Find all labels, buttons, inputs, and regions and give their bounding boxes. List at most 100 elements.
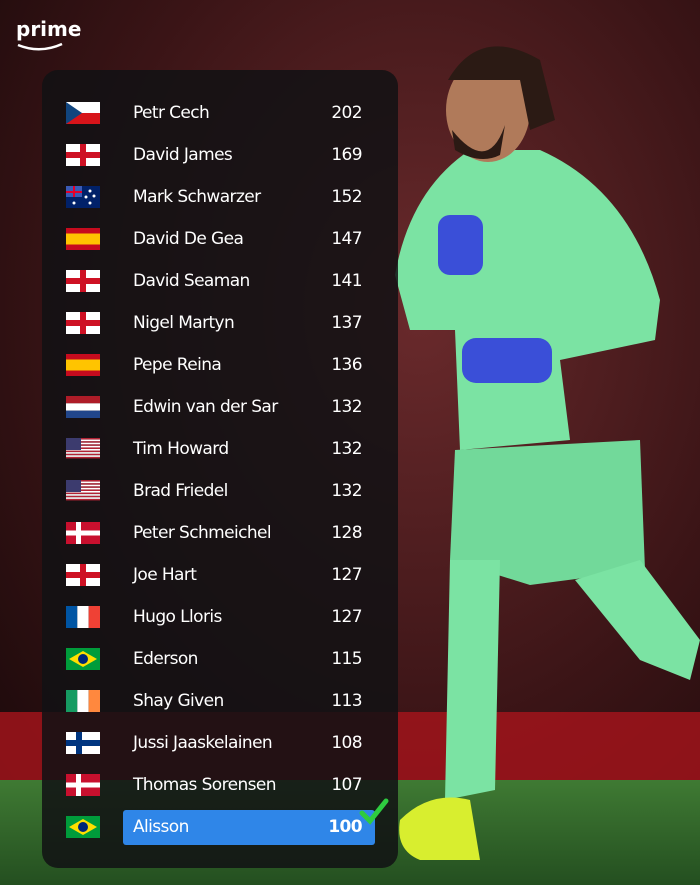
flag-part [66, 498, 100, 501]
flag [66, 102, 100, 124]
flag [66, 564, 100, 586]
flag-part [66, 113, 100, 124]
ranking-row: Shay Given 113 [66, 690, 363, 712]
ranking-row: Pepe Reina 136 [66, 354, 363, 376]
player-name: Tim Howard [132, 439, 229, 459]
flag-part [66, 690, 78, 712]
flag [66, 774, 100, 796]
flag [66, 522, 100, 544]
flag-part [77, 606, 89, 628]
player [395, 46, 700, 860]
flag [66, 690, 100, 712]
clean-sheets: 137 [331, 313, 362, 333]
player-name: Nigel Martyn [133, 313, 234, 333]
flag-part [66, 606, 78, 628]
ranking-row: Petr Cech 202 [66, 102, 363, 124]
ranking-panel [42, 70, 398, 868]
flag-part [92, 194, 96, 198]
flag-part [66, 453, 100, 456]
flag [66, 312, 100, 334]
flag-part [88, 606, 100, 628]
flag [66, 354, 100, 376]
player-name: David James [133, 145, 233, 165]
brand-smile [17, 42, 63, 51]
flag-part [66, 441, 100, 443]
player-name: David De Gea [133, 229, 243, 249]
flag-part [66, 403, 100, 411]
flag-part [66, 450, 100, 453]
clean-sheets: 202 [331, 103, 362, 123]
flag [66, 606, 100, 628]
flag-part [78, 654, 88, 664]
flag-part [66, 497, 100, 499]
flag-part [77, 690, 89, 712]
flag [66, 816, 100, 838]
clean-sheets: 127 [331, 565, 362, 585]
ranking-row: Alisson 100 [66, 798, 389, 845]
player-name: Ederson [133, 649, 198, 669]
flag-part [66, 486, 100, 488]
flag-part [66, 483, 100, 485]
flag-part [66, 481, 100, 484]
clean-sheets: 128 [331, 523, 362, 543]
flag-part [66, 489, 100, 491]
flag-part [66, 530, 100, 536]
flag-part [66, 438, 100, 440]
flag-part [66, 320, 100, 326]
ranking-row: Joe Hart 127 [66, 564, 363, 586]
player-name: Brad Friedel [133, 481, 228, 501]
clean-sheets: 152 [331, 187, 362, 207]
flag-part [66, 487, 100, 490]
ranking-row: Mark Schwarzer 152 [66, 186, 363, 208]
flag-part [66, 484, 100, 487]
flag-part [88, 690, 100, 712]
player-name: David Seaman [133, 271, 250, 291]
flag-part [66, 102, 82, 124]
flag-part [72, 201, 76, 205]
player-name: Alisson [133, 817, 189, 837]
ranking-list: Petr Cech 202 David James 169 Mark Schwarzer… [66, 102, 389, 845]
flag-part [66, 740, 100, 746]
flag-part [66, 191, 82, 193]
flag [66, 396, 100, 418]
flag-part [66, 152, 100, 158]
clean-sheets: 132 [331, 481, 362, 501]
flag-part [66, 396, 100, 404]
clean-sheets: 115 [331, 649, 362, 669]
flag-part [66, 480, 81, 492]
flag-part [66, 445, 100, 448]
player-name: Joe Hart [132, 565, 197, 585]
clean-sheets: 113 [331, 691, 362, 711]
highlight-bar [123, 810, 375, 845]
ranking-row: Thomas Sorensen 107 [66, 774, 363, 796]
ranking-row: Brad Friedel 132 [66, 480, 363, 501]
flag [66, 732, 100, 754]
clean-sheets: 127 [331, 607, 362, 627]
flag-part [66, 410, 100, 418]
flag [66, 648, 100, 670]
ranking-row: Tim Howard 132 [66, 438, 363, 459]
player-name: Petr Cech [133, 103, 209, 123]
clean-sheets: 107 [331, 775, 362, 795]
flag [66, 270, 100, 292]
ranking-row: Edwin van der Sar 132 [66, 396, 363, 418]
flag-part [66, 495, 100, 498]
flag-part [66, 444, 100, 446]
clean-sheets: 147 [331, 229, 362, 249]
ranking-row: Ederson 115 [66, 648, 363, 670]
flag-part [88, 201, 92, 205]
flag-part [66, 492, 100, 495]
flag-part [88, 189, 92, 193]
flag-part [66, 452, 100, 454]
player-name: Mark Schwarzer [133, 187, 261, 207]
clean-sheets: 136 [331, 355, 362, 375]
brand-logo: prime [16, 17, 81, 41]
flag [66, 144, 100, 166]
clean-sheets: 141 [331, 271, 362, 291]
player-name: Jussi Jaaskelainen [132, 733, 272, 753]
flag [66, 228, 100, 250]
ranking-row: Jussi Jaaskelainen 108 [66, 732, 363, 754]
ranking-row: David James 169 [66, 144, 363, 166]
flag-part [66, 572, 100, 578]
